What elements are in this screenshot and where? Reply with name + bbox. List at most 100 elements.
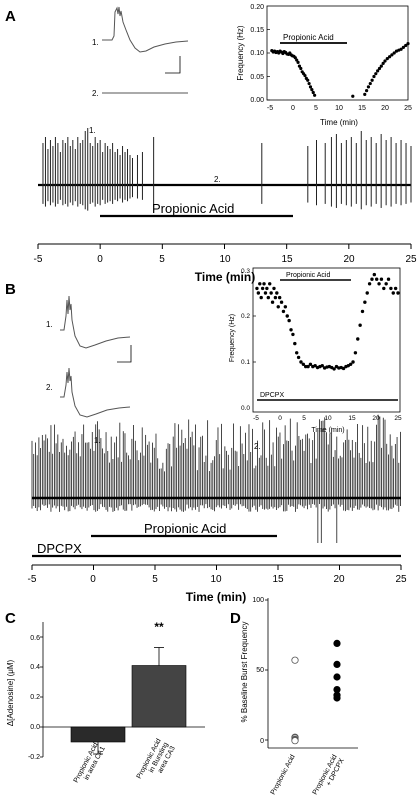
panel-a-inset-drug-bar-label: Propionic Acid [283, 33, 334, 42]
panel-c-category-1: Propionic Acid in area CA1 [73, 742, 107, 785]
panel-b-time-ticks [31, 565, 402, 570]
panel-b-inset-xtick: 15 [348, 415, 356, 422]
panel-a-inset-point [306, 78, 310, 82]
panel-b-time-tick-label: 25 [395, 574, 407, 585]
panel-a-inset-xtick: 20 [381, 105, 389, 112]
panel-b-inset-ylabel: Frequency (Hz) [229, 314, 236, 362]
panel-b-inset-point [283, 305, 288, 309]
panel-b-inset-point [276, 305, 280, 309]
panel-b-time-tick-label: 0 [90, 574, 96, 585]
panel-b-drug-bar-label: Propionic Acid [144, 521, 226, 536]
panel-a-time-tick-label: 0 [97, 254, 103, 265]
panel-a-inset-point [390, 53, 394, 57]
panel-d-point-filled [333, 694, 341, 702]
panel-a-inset-ytick: 0.15 [250, 27, 264, 34]
panel-b-inset-point [258, 282, 262, 286]
panel-d-ytick: 50 [256, 667, 264, 674]
panel-a-inset-point [299, 66, 303, 71]
panel-b-trace2-label: 2. [46, 383, 53, 392]
panel-a-inset-point [385, 57, 389, 61]
panel-a-time-axis-label: Time (min) [195, 270, 255, 284]
panel-b-inset-point [263, 291, 268, 295]
panel-a-inset-point [399, 47, 403, 51]
panel-a-inset-point [297, 64, 302, 68]
panel-b-inset-point [386, 277, 391, 281]
panel-b-trace1-waveform [60, 295, 131, 349]
panel-a-trace1-waveform [102, 6, 189, 53]
panel-a-time-tick-label: 5 [159, 254, 165, 265]
panel-d-ytick: 0 [260, 738, 264, 745]
panel-c-bar [70, 726, 126, 743]
panel-d-point-filled [333, 639, 341, 648]
panel-d-point-filled [333, 673, 341, 681]
panel-c-bar [131, 665, 187, 728]
panel-b-inset-point [262, 282, 266, 286]
panel-b-inset-point [384, 282, 388, 286]
panel-b-inset-point [375, 277, 379, 281]
panel-b-inset-point [389, 286, 393, 291]
panel-b-inset-point [291, 332, 295, 337]
panel-b-inset-point [295, 351, 299, 355]
panel-b-inset-point [367, 282, 372, 286]
panel-b-inset-point [358, 323, 362, 327]
panel-b-dpcpx-label: DPCPX [37, 541, 82, 556]
panel-b-inset-point [372, 272, 377, 277]
panel-c-ylabel: Δ[Adenosine] (μM) [6, 659, 15, 726]
panel-c-ytick: 0.4 [30, 664, 40, 671]
panel-a-inset-ytick: 0.05 [250, 74, 264, 81]
panel-b-inset-point [268, 282, 272, 286]
panel-b-inset-point [277, 295, 282, 300]
panel-b-inset-point [360, 309, 365, 314]
panel-d-category-1: Propionic Acid [270, 754, 297, 797]
panel-b-trace2-waveform [60, 367, 131, 418]
panel-a-inset-point [388, 55, 392, 59]
panel-a-inset-point [374, 72, 378, 76]
panel-a-inset-point [368, 81, 372, 86]
panel-b-inset-frame [252, 267, 401, 413]
panel-b-timeline: 1. 2. Propionic Acid DPCPX -5 0 5 10 15 … [28, 414, 407, 604]
panel-a-inset-xlabel: Time (min) [320, 118, 358, 127]
panel-b-inset-point [269, 291, 273, 295]
panel-b-inset-dpcpx-label: DPCPX [260, 392, 284, 399]
panel-c-category-2: Propionic Acid in Bursting area CA3 [136, 738, 177, 781]
panel-d-point-filled [333, 660, 341, 669]
panel-b-inset-point [332, 367, 336, 371]
panel-a-inset-point [311, 90, 315, 95]
panel-b-inset-point [273, 295, 278, 300]
panel-a-inset-point [310, 88, 314, 92]
panel-a-inset-ylabel: Frequency (Hz) [236, 25, 245, 80]
panel-b-inset-point [393, 286, 398, 291]
panel-b-inset-point [377, 282, 381, 286]
panel-a-inset-point [372, 74, 376, 79]
panel-a-letter: A [5, 8, 16, 25]
panel-a-inset-point [363, 92, 367, 96]
panel-b-inset: 0.0 0.1 0.2 0.3 -5 0 5 10 15 20 25 Time … [229, 267, 402, 434]
panel-b-inset-point [265, 286, 269, 291]
panel-b-inset-point [260, 286, 265, 291]
panel-b-inset-ytick: 0.2 [241, 313, 250, 320]
panel-a-inset-point [366, 85, 371, 89]
panel-b-inset-point [313, 363, 317, 368]
panel-b-inset-point [396, 291, 400, 295]
panel-b-inset-point [270, 300, 275, 304]
panel-d: D 0 50 100 % Baseline Burst Frequency Pr… [230, 597, 358, 797]
panel-a-inset-point [370, 78, 374, 82]
panel-b-inset-point [299, 360, 303, 364]
panel-a-inset-point [296, 60, 300, 64]
panel-a-scale-bar [165, 56, 181, 74]
panel-b-inset-xtick: 10 [324, 415, 332, 422]
panel-d-category-1-line1: Propionic Acid [270, 754, 297, 797]
panel-b-inset-xtick: 5 [302, 415, 306, 422]
panel-b-inset-point [281, 309, 286, 314]
panel-b-inset-point [304, 364, 308, 369]
panel-a-time-tick-label: 15 [281, 254, 293, 265]
panel-a-inset-xtick: 0 [291, 105, 295, 112]
panel-d-point-open [291, 656, 299, 664]
panel-b-time-tick-label: -5 [28, 574, 37, 585]
panel-b-inset-point [259, 295, 263, 300]
panel-a-inset-ytick: 0.10 [250, 50, 264, 57]
panel-a-inset-ytick: 0.20 [250, 4, 264, 11]
panel-a-inset-point [392, 51, 396, 55]
panel-a-inset-point [303, 73, 307, 78]
panel-b-time-tick-label: 5 [152, 574, 158, 585]
